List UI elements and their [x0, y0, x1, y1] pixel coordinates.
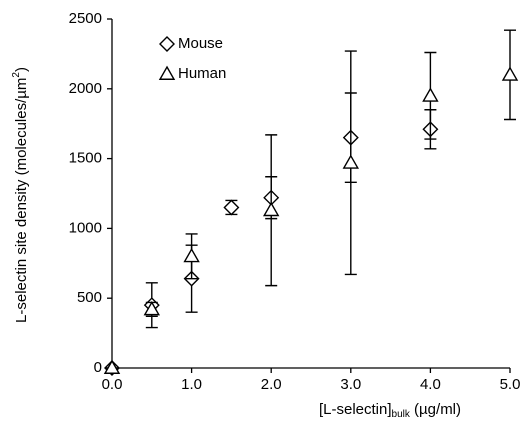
y-tick-label: 0 — [94, 359, 102, 376]
y-label-sup: 2 — [11, 72, 22, 78]
triangle-marker — [143, 300, 161, 316]
y-tick-label: 500 — [77, 289, 102, 306]
triangle-marker — [158, 65, 176, 80]
y-label-end: ) — [13, 67, 30, 72]
legend-label: Mouse — [178, 35, 223, 52]
diamond-marker — [159, 36, 175, 52]
x-tick-label: 4.0 — [420, 376, 441, 393]
x-label-end: (µg/ml) — [410, 401, 461, 418]
triangle-marker — [103, 359, 121, 374]
y-label-main: L-selectin site density (molecules/µm — [13, 78, 30, 323]
legend-label: Human — [178, 65, 226, 82]
x-tick-label: 0.0 — [102, 376, 123, 393]
triangle-marker — [501, 66, 519, 81]
triangle-marker — [262, 201, 280, 217]
triangle-marker — [422, 87, 439, 102]
y-axis-label: L-selectin site density (molecules/µm2) — [11, 67, 30, 323]
x-axis-label: [L-selectin]bulk (µg/ml) — [319, 401, 461, 420]
y-tick-label: 2000 — [69, 80, 102, 97]
x-label-main: [L-selectin] — [319, 401, 392, 418]
triangle-marker — [183, 247, 200, 263]
x-label-sub: bulk — [392, 409, 411, 420]
x-tick-label: 5.0 — [500, 376, 521, 393]
y-tick-label: 1000 — [69, 219, 102, 236]
x-tick-label: 2.0 — [261, 376, 282, 393]
diamond-marker — [223, 199, 240, 216]
y-tick-label: 2500 — [69, 10, 102, 27]
triangle-marker — [342, 154, 360, 169]
x-tick-label: 3.0 — [340, 376, 361, 393]
x-tick-label: 1.0 — [181, 376, 202, 393]
y-tick-label: 1500 — [69, 150, 102, 167]
